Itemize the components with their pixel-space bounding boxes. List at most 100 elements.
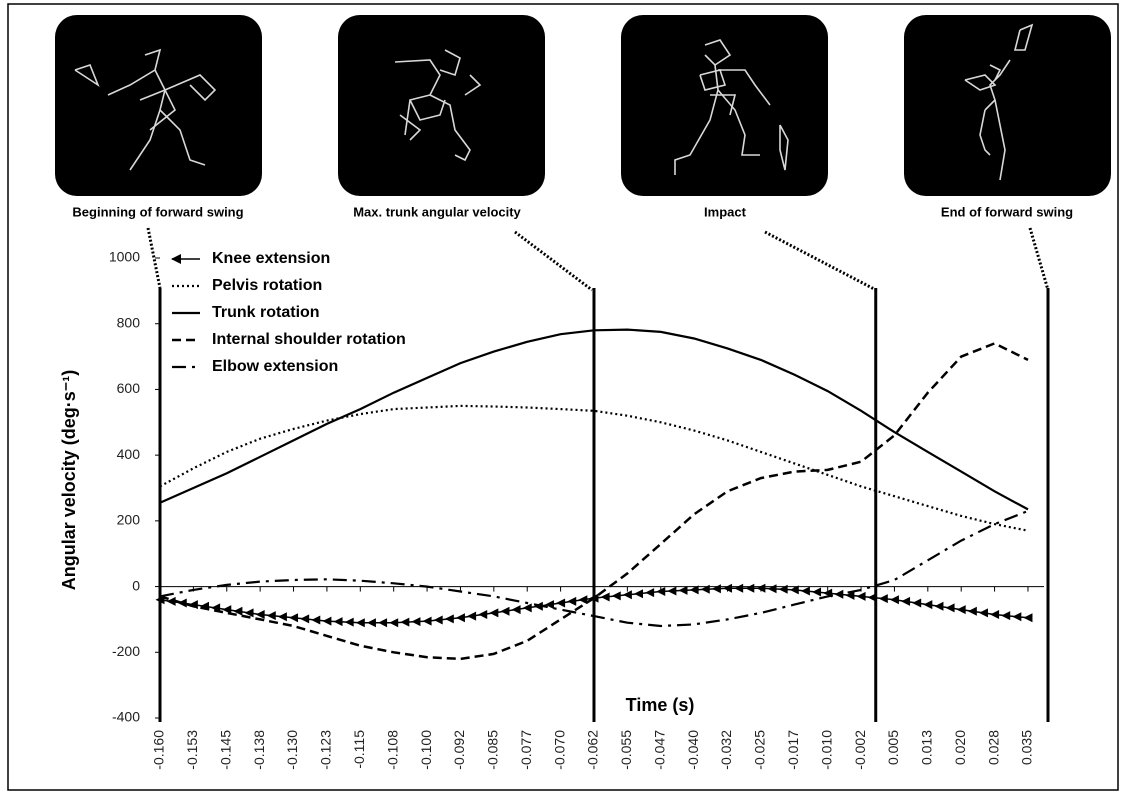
- marker-decoration: [667, 586, 677, 596]
- x-tick-label: -0.062: [585, 730, 601, 770]
- legend-label: Knee extension: [212, 250, 330, 267]
- x-tick-label: -0.010: [818, 730, 834, 770]
- marker: [455, 613, 465, 623]
- y-tick-label: 200: [117, 512, 141, 528]
- marker: [355, 618, 365, 628]
- marker: [489, 608, 499, 618]
- y-axis-label: Angular velocity (deg·s⁻¹): [59, 370, 79, 591]
- marker-decoration: [945, 603, 955, 613]
- legend-label: Internal shoulder rotation: [212, 331, 406, 348]
- marker: [656, 587, 666, 596]
- marker-decoration: [567, 596, 577, 606]
- phase-label: Beginning of forward swing: [72, 204, 243, 219]
- marker-decoration: [611, 591, 621, 601]
- marker-decoration: [444, 614, 454, 624]
- marker-decoration: [633, 589, 643, 599]
- marker-decoration: [967, 606, 977, 616]
- marker-decoration: [333, 617, 343, 627]
- phase-image: [55, 15, 262, 196]
- marker-decoration: [812, 587, 822, 597]
- x-tick-label: -0.108: [384, 730, 400, 770]
- x-tick-label: -0.145: [217, 730, 233, 770]
- marker-decoration: [277, 612, 287, 622]
- marker-decoration: [177, 598, 187, 608]
- marker-decoration: [1012, 612, 1022, 622]
- marker-decoration: [366, 618, 376, 628]
- connectors: [146, 227, 1050, 292]
- marker-decoration: [344, 617, 354, 627]
- marker-decoration: [645, 588, 655, 598]
- marker-decoration: [544, 600, 554, 610]
- marker-decoration: [734, 583, 744, 593]
- marker: [556, 598, 566, 608]
- marker-decoration: [867, 593, 877, 603]
- marker: [422, 616, 432, 626]
- stick-figure: [674, 39, 789, 175]
- x-tick-label: 0.013: [919, 730, 935, 765]
- marker-decoration: [378, 618, 388, 628]
- marker: [255, 610, 265, 619]
- x-tick-label: -0.130: [284, 730, 300, 770]
- x-tick-label: 0.005: [885, 730, 901, 765]
- marker-decoration: [800, 586, 810, 596]
- phase-label: Max. trunk angular velocity: [353, 204, 521, 219]
- marker-decoration: [300, 614, 310, 624]
- marker: [522, 603, 532, 613]
- x-tick-label: 0.035: [1019, 730, 1035, 765]
- marker-decoration: [233, 606, 243, 616]
- marker-decoration: [678, 585, 688, 595]
- marker-decoration: [778, 584, 788, 594]
- frame: [7, 3, 1119, 791]
- marker-decoration: [467, 611, 477, 621]
- marker-decoration: [901, 596, 911, 606]
- x-tick-label: -0.040: [685, 730, 701, 770]
- x-tick-label: -0.055: [618, 730, 634, 770]
- x-tick-label: -0.070: [551, 730, 567, 770]
- phase-label: End of forward swing: [941, 204, 1073, 219]
- marker-decoration: [400, 617, 410, 627]
- stick-figure: [394, 49, 482, 162]
- marker-decoration: [244, 608, 254, 618]
- stick-figure: [74, 48, 217, 171]
- marker: [889, 595, 899, 605]
- x-tick-label: -0.115: [351, 730, 367, 769]
- marker: [389, 618, 399, 628]
- marker-decoration: [1001, 611, 1011, 621]
- x-tick-label: -0.047: [651, 730, 667, 770]
- marker: [322, 616, 332, 626]
- phase-images: [55, 15, 1111, 196]
- y-tick-label: -200: [112, 643, 140, 659]
- phase-label: Impact: [704, 204, 747, 219]
- marker-decoration: [411, 617, 421, 627]
- x-tick-label: -0.100: [418, 730, 434, 770]
- marker-decoration: [978, 608, 988, 618]
- marker: [956, 605, 966, 615]
- marker: [923, 600, 933, 610]
- legend-label: Trunk rotation: [212, 304, 320, 321]
- marker-decoration: [266, 611, 276, 621]
- series-line: [159, 509, 1029, 628]
- marker: [723, 583, 733, 593]
- connector: [514, 230, 593, 292]
- marker-decoration: [600, 592, 610, 602]
- marker-decoration: [912, 598, 922, 608]
- x-tick-label: -0.077: [518, 730, 534, 770]
- legend-label: Pelvis rotation: [212, 277, 322, 294]
- legend-marker: [171, 254, 181, 264]
- x-tick-label: -0.025: [752, 730, 768, 770]
- marker-decoration: [745, 583, 755, 593]
- y-tick-label: 600: [117, 380, 141, 396]
- x-tick-label: -0.138: [251, 730, 267, 770]
- marker-decoration: [878, 594, 888, 604]
- marker-decoration: [845, 590, 855, 600]
- phase-image: [621, 15, 828, 196]
- marker: [188, 600, 198, 610]
- legend-label: Elbow extension: [212, 358, 338, 375]
- marker-decoration: [934, 601, 944, 611]
- marker: [1023, 613, 1033, 623]
- phase-image: [904, 15, 1111, 196]
- marker-decoration: [433, 615, 443, 625]
- series-line: [159, 342, 1029, 661]
- x-tick-label: 0.020: [952, 730, 968, 765]
- marker: [990, 610, 1000, 619]
